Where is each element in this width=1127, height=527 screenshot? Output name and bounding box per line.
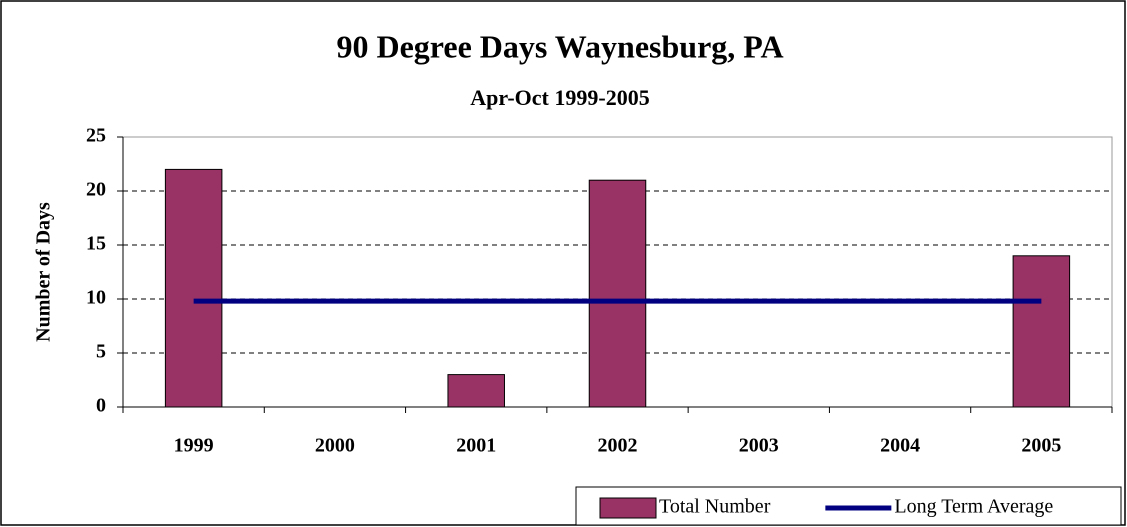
x-tick-label: 2003 xyxy=(739,435,779,457)
legend-swatch xyxy=(599,497,657,519)
x-tick-label: 2002 xyxy=(598,435,638,457)
bar xyxy=(1012,255,1071,408)
x-tick-label: 2001 xyxy=(456,435,496,457)
x-tick-label: 2000 xyxy=(315,435,355,457)
chart-title: 90 Degree Days Waynesburg, PA xyxy=(336,28,783,64)
x-tick-label: 2005 xyxy=(1021,435,1061,457)
y-tick-label: 20 xyxy=(86,179,106,201)
x-tick-label: 1999 xyxy=(174,435,214,457)
y-axis-label: Number of Days xyxy=(33,202,55,342)
bar xyxy=(588,179,647,408)
x-tick-label: 2004 xyxy=(880,435,920,457)
bar xyxy=(447,374,505,408)
y-tick-label: 25 xyxy=(86,125,106,147)
y-tick-label: 10 xyxy=(86,287,106,309)
y-tick-label: 15 xyxy=(86,233,106,255)
y-tick-label: 0 xyxy=(96,395,106,417)
bar xyxy=(164,168,223,408)
legend-label: Total Number xyxy=(659,496,771,518)
legend-label: Long Term Average xyxy=(894,496,1053,518)
chart-subtitle: Apr-Oct 1999-2005 xyxy=(470,85,649,110)
y-tick-label: 5 xyxy=(96,341,106,363)
